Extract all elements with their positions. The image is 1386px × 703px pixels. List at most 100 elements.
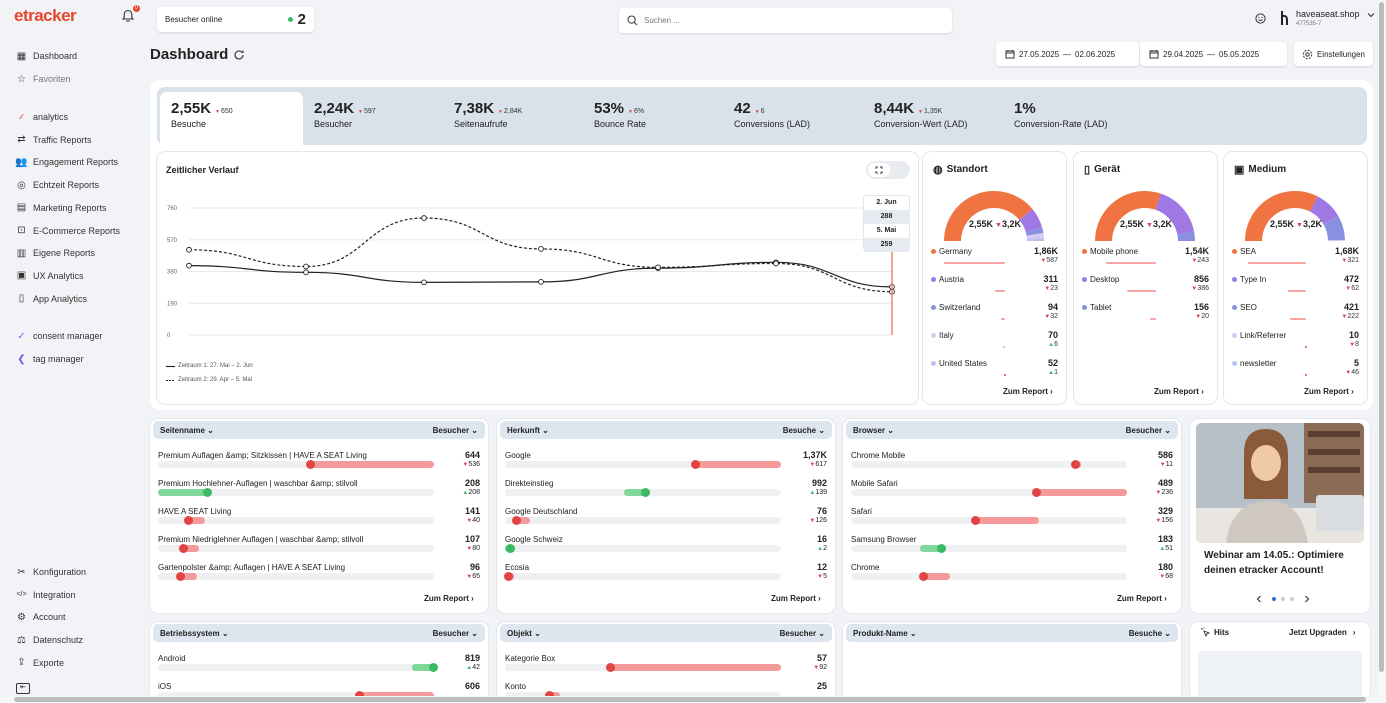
gauge-segment[interactable] — [944, 191, 1033, 241]
list-item[interactable]: Mobile phone — [1082, 247, 1138, 256]
table-row-label[interactable]: Direkteinstieg — [505, 479, 773, 488]
zum-report-link[interactable]: Zum Report › — [1117, 594, 1167, 603]
table-row-label[interactable]: Mobile Safari — [851, 479, 1119, 488]
gauge-segment[interactable] — [1025, 226, 1044, 236]
browser-header[interactable]: Browser ⌄ Besucher ⌄ — [846, 421, 1178, 439]
sidebar-item-eigene-reports[interactable]: ▥ Eigene Reports — [16, 245, 95, 261]
table-row-label[interactable]: Chrome Mobile — [851, 451, 1119, 460]
settings-button[interactable]: Einstellungen — [1294, 42, 1373, 66]
bell-icon[interactable] — [121, 9, 135, 23]
data-point[interactable] — [303, 263, 309, 270]
standort-gauge[interactable] — [932, 179, 1056, 245]
table-row-label[interactable]: Premium Hochlehner-Auflagen | waschbar &… — [158, 479, 426, 488]
zum-report-link[interactable]: Zum Report › — [1304, 387, 1354, 396]
data-point[interactable] — [773, 260, 779, 267]
sidebar-item-integration[interactable]: </> Integration — [16, 587, 75, 603]
gauge-segment[interactable] — [1155, 193, 1195, 235]
list-item[interactable]: Tablet — [1082, 303, 1111, 312]
table-row-label[interactable]: Konto — [505, 682, 773, 691]
upgrade-link[interactable]: Jetzt Upgraden › — [1289, 628, 1355, 637]
carousel-dot-active[interactable] — [1272, 597, 1276, 601]
carousel-dot[interactable] — [1290, 597, 1294, 601]
sidebar-item-consent-manager[interactable]: ✓ consent manager — [16, 328, 102, 344]
betriebssystem-header[interactable]: Betriebssystem ⌄ Besucher ⌄ — [153, 624, 485, 642]
data-point[interactable] — [421, 215, 427, 221]
zum-report-link[interactable]: Zum Report › — [771, 594, 821, 603]
gauge-segment[interactable] — [1327, 240, 1345, 241]
table-row-label[interactable]: Kategorie Box — [505, 654, 773, 663]
sidebar-item-tag-manager[interactable]: ❮ tag manager — [16, 351, 83, 367]
geraet-gauge[interactable] — [1083, 179, 1207, 245]
table-row-label[interactable]: Google Deutschland — [505, 507, 773, 516]
zum-report-label[interactable]: Zum Report — [424, 594, 469, 603]
table-row-label[interactable]: Android — [158, 654, 426, 663]
data-point[interactable] — [303, 269, 309, 276]
data-point[interactable] — [186, 262, 192, 269]
objekt-header[interactable]: Objekt ⌄ Besucher ⌄ — [500, 624, 832, 642]
gauge-segment[interactable] — [1026, 233, 1044, 239]
list-item[interactable]: Switzerland — [931, 303, 980, 312]
sidebar-item-engagement-reports[interactable]: 👥 Engagement Reports — [15, 154, 118, 170]
list-item[interactable]: SEO — [1232, 303, 1257, 312]
table-row-label[interactable]: Premium Auflagen &amp; Sitzkissen | HAVE… — [158, 451, 426, 460]
list-item[interactable]: United States — [931, 359, 987, 368]
chevron-left-icon[interactable] — [1256, 595, 1262, 603]
webinar-text[interactable]: Webinar am 14.05.: Optimiere deinen etra… — [1204, 550, 1344, 576]
webinar-image[interactable] — [1196, 423, 1364, 543]
gauge-segment[interactable] — [1245, 191, 1318, 241]
table-row-label[interactable]: Safari — [851, 507, 1119, 516]
user-menu[interactable]: haveaseat.shop 477535-7 — [1255, 8, 1380, 32]
timeline-chart[interactable]: 0 190 380 570 760 — [157, 190, 918, 350]
data-point[interactable] — [538, 246, 544, 252]
horizontal-scrollbar[interactable] — [0, 696, 1386, 703]
sidebar-item-konfiguration[interactable]: ✂ Konfiguration — [16, 564, 86, 580]
sidebar-item-exporte[interactable]: ⇪ Exporte — [16, 655, 64, 671]
smiley-icon[interactable] — [1255, 13, 1266, 24]
metric-selector[interactable]: Besucher ⌄ — [1126, 426, 1171, 435]
sidebar-item-app-analytics[interactable]: ▯ App Analytics — [16, 291, 87, 307]
sidebar-item-favoriten[interactable]: ☆ Favoriten — [16, 71, 71, 87]
list-item[interactable]: newsletter — [1232, 359, 1276, 368]
gauge-segment[interactable] — [1095, 190, 1161, 241]
zum-report-label[interactable]: Zum Report — [1154, 387, 1199, 396]
gauge-segment[interactable] — [1309, 196, 1339, 225]
list-item[interactable]: Germany — [931, 247, 972, 256]
data-point[interactable] — [655, 264, 661, 271]
table-row-label[interactable]: Gartenpolster &amp; Auflagen | HAVE A SE… — [158, 563, 426, 572]
column-selector[interactable]: Objekt ⌄ — [507, 629, 541, 638]
carousel-nav[interactable] — [1256, 594, 1316, 604]
visitors-online-widget[interactable]: Besucher online 2 — [157, 7, 314, 32]
table-row-label[interactable]: HAVE A SEAT Living — [158, 507, 426, 516]
table-row-label[interactable]: Premium Niedriglehner Auflagen | waschba… — [158, 535, 426, 544]
list-item[interactable]: Type In — [1232, 275, 1266, 284]
kpi-besuche[interactable]: 2,55K ▼650 Besuche — [160, 92, 303, 145]
table-row-label[interactable]: Ecosia — [505, 563, 773, 572]
sidebar-item-echtzeit-reports[interactable]: ◎ Echtzeit Reports — [16, 177, 99, 193]
medium-gauge[interactable] — [1233, 179, 1357, 245]
table-row-label[interactable]: iOS — [158, 682, 426, 691]
sidebar-item-account[interactable]: ⚙ Account — [16, 609, 66, 625]
upgrade-label[interactable]: Jetzt Upgraden — [1289, 628, 1347, 637]
seitenname-header[interactable]: Seitenname ⌄ Besucher ⌄ — [153, 421, 485, 439]
table-row-label[interactable]: Google Schweiz — [505, 535, 773, 544]
carousel-dot[interactable] — [1281, 597, 1285, 601]
zum-report-link[interactable]: Zum Report › — [1003, 387, 1053, 396]
data-point[interactable] — [421, 279, 427, 286]
chevron-right-icon[interactable] — [1304, 595, 1310, 603]
kpi-conversion-wert-lad-[interactable]: 8,44K ▼1,35K Conversion-Wert (LAD) — [863, 92, 1003, 145]
gauge-segment[interactable] — [1026, 237, 1044, 241]
kpi-bounce-rate[interactable]: 53% ▼6% Bounce Rate — [583, 92, 723, 145]
kpi-conversions-lad-[interactable]: 42 ▼6 Conversions (LAD) — [723, 92, 863, 145]
refresh-icon[interactable] — [233, 49, 245, 61]
zum-report-link[interactable]: Zum Report › — [424, 594, 474, 603]
produkt-header[interactable]: Produkt-Name ⌄ Besuche ⌄ — [846, 624, 1178, 642]
column-selector[interactable]: Browser ⌄ — [853, 426, 894, 435]
table-row-label[interactable]: Chrome — [851, 563, 1119, 572]
list-item[interactable]: Austria — [931, 275, 964, 284]
herkunft-header[interactable]: Herkunft ⌄ Besuche ⌄ — [500, 421, 832, 439]
list-item[interactable]: Italy — [931, 331, 954, 340]
sidebar-item-e-commerce-reports[interactable]: ⊡ E-Commerce Reports — [16, 223, 120, 239]
zum-report-label[interactable]: Zum Report — [1304, 387, 1349, 396]
gauge-segment[interactable] — [1019, 209, 1042, 232]
zum-report-label[interactable]: Zum Report — [1003, 387, 1048, 396]
